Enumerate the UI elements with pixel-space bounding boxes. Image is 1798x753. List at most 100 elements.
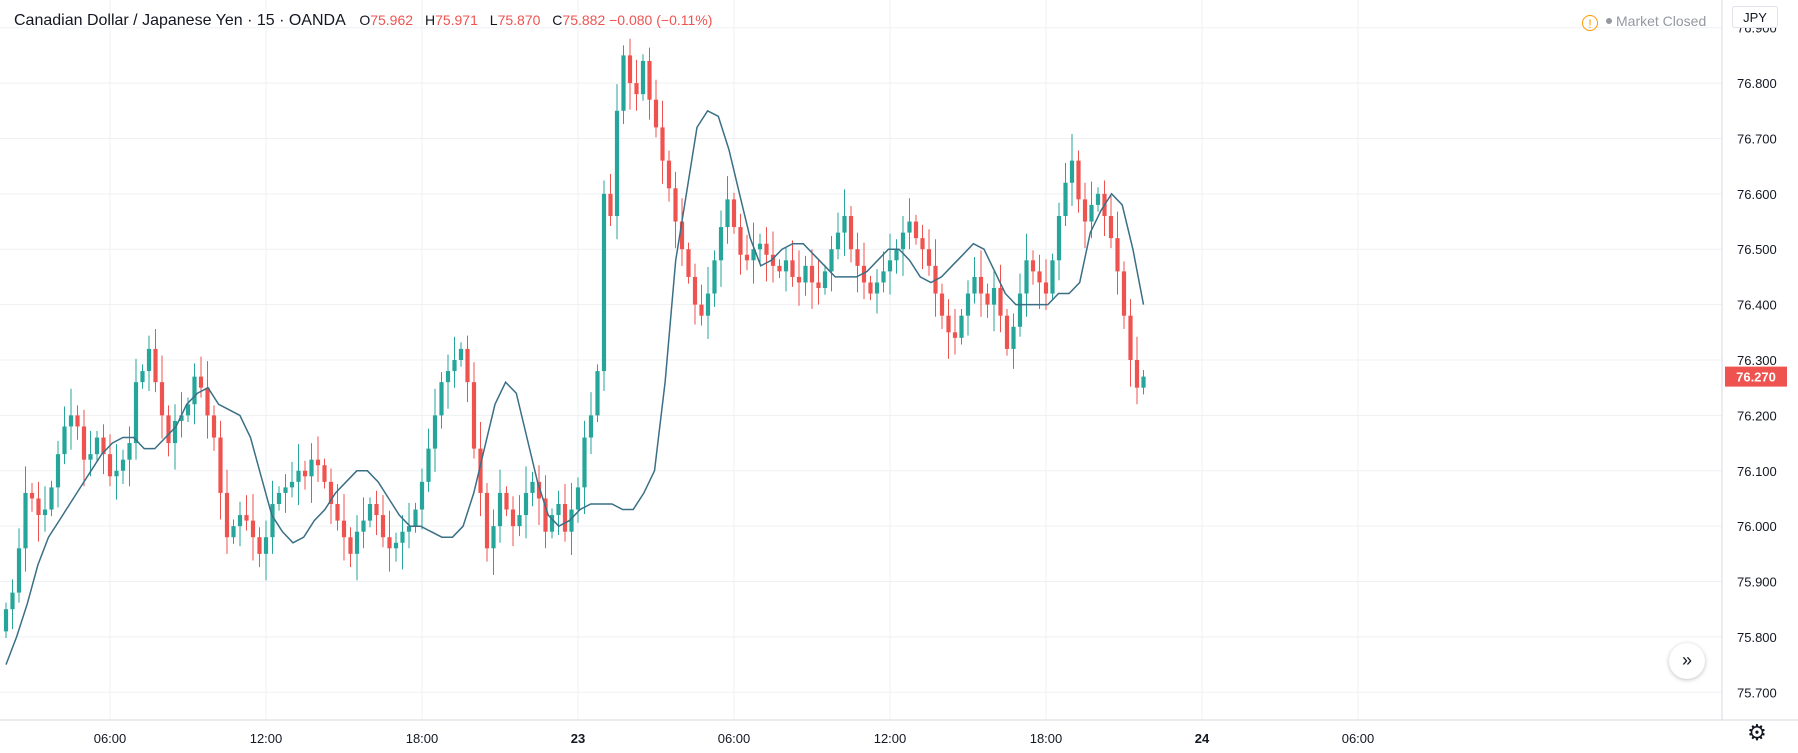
candle-up bbox=[237, 515, 243, 527]
candle-down bbox=[159, 382, 165, 416]
high-key: H bbox=[424, 12, 436, 28]
candle-down bbox=[790, 260, 795, 277]
price-tick-label: 76.100 bbox=[1737, 464, 1777, 479]
candle-up bbox=[192, 376, 197, 405]
warning-icon[interactable]: ! bbox=[1582, 15, 1598, 31]
candle-down bbox=[504, 492, 509, 510]
candle-down bbox=[562, 504, 568, 532]
candle-down bbox=[322, 465, 327, 482]
candle-down bbox=[536, 481, 542, 499]
candle-up bbox=[419, 481, 425, 510]
candle-down bbox=[920, 238, 925, 250]
candle-up bbox=[309, 459, 314, 477]
open-value: 75.962 bbox=[370, 12, 414, 28]
candle-down bbox=[510, 509, 516, 527]
candle-up bbox=[127, 443, 132, 460]
candle-down bbox=[543, 498, 548, 532]
price-tick-label: 76.400 bbox=[1737, 298, 1777, 313]
candle-up bbox=[842, 216, 847, 233]
candle-up bbox=[68, 415, 74, 427]
candle-up bbox=[1069, 160, 1075, 183]
candle-up bbox=[276, 492, 282, 504]
candle-down bbox=[101, 437, 106, 455]
candlestick-series bbox=[3, 38, 1146, 639]
candle-down bbox=[1115, 238, 1120, 272]
ohlc-values: O75.962 H75.971 L75.870 C75.882 −0.080 (… bbox=[359, 12, 720, 28]
candle-down bbox=[926, 249, 932, 266]
candle-down bbox=[796, 276, 802, 283]
last-price-value: 76.270 bbox=[1736, 370, 1776, 385]
candle-down bbox=[1134, 360, 1140, 388]
market-status[interactable]: ! Market Closed bbox=[1582, 13, 1706, 31]
candle-up bbox=[1089, 204, 1094, 222]
time-axis[interactable]: 06:00 12:00 18:00 23 06:00 12:00 18:00 24 06:00 bbox=[94, 731, 1375, 746]
candle-up bbox=[140, 371, 145, 383]
candle-down bbox=[764, 243, 769, 255]
candle-up bbox=[406, 526, 412, 532]
candle-up bbox=[1024, 260, 1029, 294]
candle-down bbox=[679, 221, 685, 250]
candle-down bbox=[673, 188, 678, 222]
candle-up bbox=[556, 504, 561, 516]
candle-down bbox=[809, 265, 815, 283]
candle-up bbox=[263, 537, 269, 554]
candle-up bbox=[289, 481, 295, 488]
candle-up bbox=[146, 348, 152, 372]
currency-button[interactable]: JPY bbox=[1732, 6, 1778, 28]
candle-down bbox=[328, 481, 334, 504]
symbol-title[interactable]: Canadian Dollar / Japanese Yen · 15 · OA… bbox=[14, 12, 345, 29]
time-tick-label: 12:00 bbox=[874, 731, 907, 746]
candle-down bbox=[29, 492, 35, 499]
candle-up bbox=[757, 243, 763, 250]
candle-up bbox=[55, 454, 61, 488]
candle-up bbox=[712, 260, 717, 294]
price-tick-label: 76.500 bbox=[1737, 242, 1777, 257]
candle-down bbox=[777, 265, 782, 272]
candle-down bbox=[1076, 160, 1081, 200]
time-tick-label: 18:00 bbox=[406, 731, 439, 746]
candle-down bbox=[1121, 271, 1127, 316]
candle-down bbox=[244, 515, 249, 521]
price-tick-label: 75.800 bbox=[1737, 630, 1777, 645]
candle-down bbox=[257, 537, 262, 554]
candle-up bbox=[718, 227, 724, 261]
scroll-to-latest-icon[interactable]: » bbox=[1669, 643, 1705, 679]
candle-down bbox=[985, 293, 990, 305]
candle-up bbox=[1011, 326, 1016, 349]
candle-down bbox=[387, 537, 392, 549]
candle-down bbox=[484, 492, 490, 549]
price-tick-label: 75.700 bbox=[1737, 685, 1777, 700]
candle-up bbox=[874, 282, 880, 294]
candle-up bbox=[523, 492, 529, 516]
candle-up bbox=[569, 509, 574, 532]
candle-down bbox=[634, 83, 639, 95]
candle-down bbox=[946, 315, 951, 333]
candle-down bbox=[1082, 199, 1088, 222]
candle-down bbox=[153, 348, 158, 383]
candle-up bbox=[614, 110, 620, 216]
candle-up bbox=[361, 520, 366, 532]
candle-up bbox=[42, 509, 48, 516]
price-axis[interactable]: 75.700 75.800 75.900 76.000 76.100 76.200 76.3… bbox=[1737, 21, 1777, 701]
candle-up bbox=[582, 437, 587, 488]
candle-up bbox=[270, 504, 275, 538]
candle-down bbox=[939, 293, 945, 316]
candle-down bbox=[699, 304, 704, 316]
candle-down bbox=[341, 520, 347, 538]
candle-up bbox=[439, 382, 444, 416]
candle-up bbox=[23, 492, 28, 549]
time-tick-label: 06:00 bbox=[718, 731, 751, 746]
candle-down bbox=[653, 99, 659, 128]
price-tick-label: 76.200 bbox=[1737, 408, 1777, 423]
candle-up bbox=[445, 371, 451, 383]
candle-up bbox=[1017, 293, 1023, 327]
candle-down bbox=[731, 199, 737, 228]
candle-up bbox=[413, 509, 418, 527]
gear-icon[interactable]: ⚙ bbox=[1747, 720, 1767, 745]
candle-up bbox=[179, 415, 184, 421]
low-value: 75.870 bbox=[497, 12, 541, 28]
candle-up bbox=[49, 487, 54, 510]
close-key: C bbox=[552, 12, 563, 28]
candle-down bbox=[952, 332, 958, 338]
